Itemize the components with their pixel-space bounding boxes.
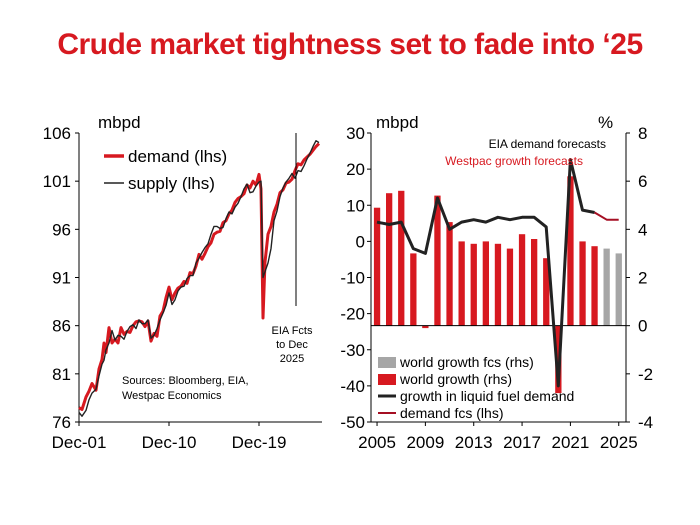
right-lines [376, 158, 619, 388]
annotation-eia-demand: EIA demand forecasts [489, 137, 606, 151]
chart-title: Crude market tightness set to fade into … [57, 28, 643, 61]
annotation-westpac: Westpac growth forecasts [445, 154, 583, 168]
right-legend: world growth fcs (rhs) world growth (rhs… [378, 354, 574, 421]
right-x-tick-label: 2005 [358, 433, 396, 452]
bar-world-growth [494, 243, 502, 326]
legend-label-world-growth: world growth (rhs) [399, 371, 512, 387]
bar-world-growth [482, 241, 489, 326]
right-y-ticks-right: 8 6 4 2 0 -2 -4 [626, 124, 653, 432]
annotation-eia-fcts-3: 2025 [280, 353, 304, 365]
right-x-tick-label: 2025 [600, 433, 638, 452]
right-bars [373, 176, 622, 394]
right-y-tick-label: -50 [340, 413, 365, 432]
legend-label-supply: supply (lhs) [128, 174, 215, 193]
left-x-tick-label: Dec-19 [232, 433, 287, 452]
right-ylabel-right: % [598, 113, 613, 132]
left-ylabel: mbpd [98, 113, 141, 132]
right-y2-tick-label: -4 [638, 413, 653, 432]
right-y-tick-label: -10 [340, 269, 365, 288]
legend-label-liquid-fuel: growth in liquid fuel demand [400, 388, 574, 404]
left-x-tick-label: Dec-10 [142, 433, 197, 452]
source-line-1: Sources: Bloomberg, EIA, [122, 375, 249, 387]
left-y-tick-label: 96 [52, 220, 71, 239]
legend-label-world-growth-fcs: world growth fcs (rhs) [399, 354, 534, 370]
left-panel: mbpd 106 101 96 91 86 81 76 Dec-01 Dec-10 Dec-19… [43, 113, 322, 452]
right-x-tick-label: 2013 [455, 433, 493, 452]
left-y-ticks: 106 101 96 91 86 81 76 [43, 124, 79, 432]
annotation-eia-fcts-2: to Dec [276, 339, 308, 351]
left-y-tick-label: 106 [43, 124, 71, 143]
bar-world-growth [373, 207, 381, 326]
right-y-ticks-left: 30 20 10 0 -10 -20 -30 -40 -50 [340, 124, 371, 432]
left-y-tick-label: 91 [52, 269, 71, 288]
right-x-tick-label: 2021 [551, 433, 589, 452]
annotation-eia-fcts-1: EIA Fcts [272, 325, 313, 337]
right-y-tick-label: 0 [356, 232, 365, 251]
right-ylabel-left: mbpd [376, 113, 419, 132]
left-x-ticks: Dec-01 Dec-10 Dec-19 [52, 422, 287, 452]
right-y-tick-label: 10 [346, 196, 365, 215]
right-y-tick-label: 30 [346, 124, 365, 143]
bar-world-growth [422, 325, 429, 329]
series-line-supply [78, 139, 320, 417]
left-y-tick-label: 86 [52, 317, 71, 336]
right-y2-tick-label: 0 [638, 317, 647, 336]
bar-world-growth-fcs [615, 253, 622, 326]
left-y-tick-label: 81 [52, 365, 71, 384]
bar-world-growth [410, 253, 417, 326]
left-y-tick-label: 101 [43, 172, 71, 191]
bar-world-growth [434, 195, 441, 326]
legend-label-demand: demand (lhs) [128, 147, 227, 166]
bar-world-growth [579, 241, 586, 326]
bar-world-growth [543, 258, 550, 326]
right-y-tick-label: -20 [340, 305, 365, 324]
bar-world-growth [567, 176, 574, 326]
bar-world-growth [506, 248, 514, 326]
bar-world-growth [518, 234, 526, 326]
legend-swatch-world-growth-fcs [378, 357, 396, 368]
bar-world-growth [446, 222, 453, 326]
series-line-liquid-fuel-growth [376, 158, 595, 388]
left-legend: demand (lhs) supply (lhs) [104, 147, 227, 193]
bar-world-growth [591, 246, 598, 326]
right-y2-tick-label: -2 [638, 365, 653, 384]
right-y-tick-label: -30 [340, 341, 365, 360]
right-x-ticks: 2005 2009 2013 2017 2021 2025 [358, 422, 638, 452]
right-y2-tick-label: 2 [638, 269, 647, 288]
right-x-tick-label: 2009 [406, 433, 444, 452]
left-y-tick-label: 76 [52, 413, 71, 432]
bar-world-growth [458, 241, 465, 326]
right-y-tick-label: 20 [346, 160, 365, 179]
bar-world-growth [470, 243, 477, 326]
right-y2-tick-label: 4 [638, 220, 647, 239]
bar-world-growth [398, 190, 405, 326]
right-y-tick-label: -40 [340, 377, 365, 396]
legend-label-demand-fcs: demand fcs (lhs) [400, 405, 503, 421]
right-y2-tick-label: 8 [638, 124, 647, 143]
source-line-2: Westpac Economics [122, 390, 222, 402]
left-x-tick-label: Dec-01 [52, 433, 107, 452]
bar-world-growth [531, 239, 538, 326]
bar-world-growth-fcs [603, 248, 610, 326]
right-y2-tick-label: 6 [638, 172, 647, 191]
bar-world-growth [386, 193, 393, 326]
series-line-demand-fcs [594, 211, 619, 221]
left-series [78, 139, 321, 417]
legend-swatch-world-growth [378, 374, 396, 385]
right-x-tick-label: 2017 [503, 433, 541, 452]
